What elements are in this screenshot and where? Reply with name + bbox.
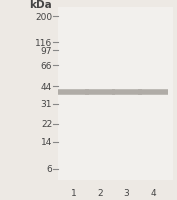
Text: 6: 6 xyxy=(47,165,52,173)
Text: 97: 97 xyxy=(41,47,52,55)
Text: 116: 116 xyxy=(35,39,52,47)
Text: 22: 22 xyxy=(41,120,52,128)
Text: 66: 66 xyxy=(41,62,52,70)
Text: kDa: kDa xyxy=(29,0,52,10)
Text: 1: 1 xyxy=(71,189,76,197)
Text: 14: 14 xyxy=(41,138,52,146)
Text: 31: 31 xyxy=(41,100,52,108)
Text: 3: 3 xyxy=(124,189,129,197)
Text: 2: 2 xyxy=(97,189,103,197)
Text: 4: 4 xyxy=(150,189,156,197)
Text: 44: 44 xyxy=(41,83,52,91)
Text: 200: 200 xyxy=(35,13,52,21)
